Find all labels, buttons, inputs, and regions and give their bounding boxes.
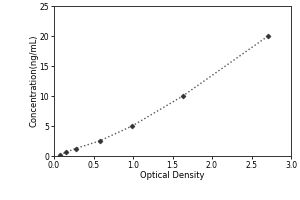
X-axis label: Optical Density: Optical Density	[140, 171, 205, 180]
Y-axis label: Concentration(ng/mL): Concentration(ng/mL)	[29, 35, 38, 127]
